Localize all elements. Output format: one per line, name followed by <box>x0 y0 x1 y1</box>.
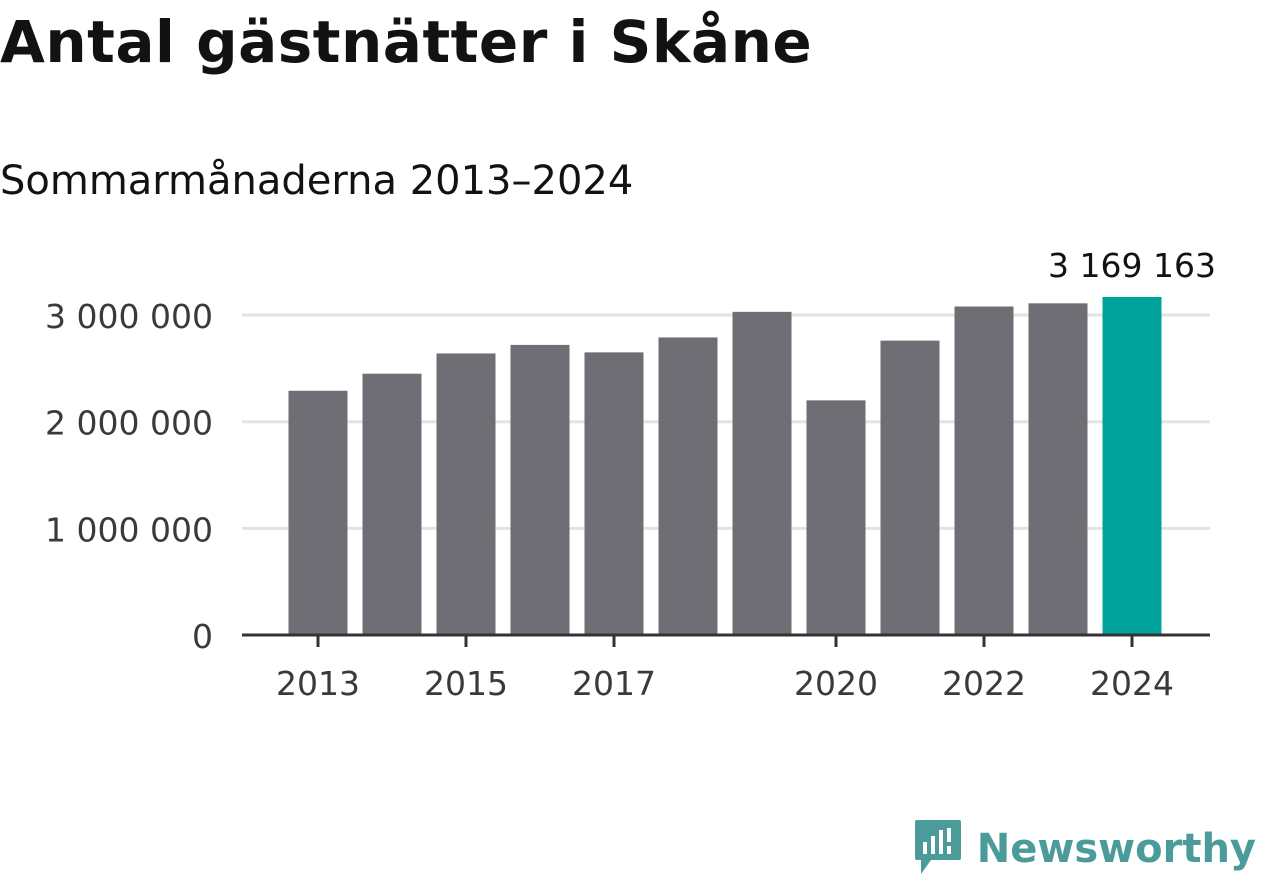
bar-2024 <box>1102 297 1162 635</box>
data-label-2024: 3 169 163 <box>1048 246 1216 285</box>
bar-2018 <box>658 337 718 635</box>
bar-2020 <box>806 400 866 635</box>
bar-2017 <box>584 352 644 635</box>
bar-2023 <box>1028 303 1088 635</box>
bar-2021 <box>880 340 940 635</box>
axis-layer <box>242 633 1210 647</box>
newsworthy-logo-icon <box>913 818 963 880</box>
x-tick-label: 2015 <box>424 664 508 703</box>
x-tick-label: 2022 <box>942 664 1026 703</box>
x-tick-label: 2020 <box>794 664 878 703</box>
bar-2013 <box>288 390 348 635</box>
y-tick-label: 3 000 000 <box>45 297 213 336</box>
chart-subtitle: Sommarmånaderna 2013–2024 <box>0 158 634 204</box>
x-tick-label: 2013 <box>276 664 360 703</box>
bar-2014 <box>362 373 422 635</box>
bar-layer <box>288 297 1162 635</box>
brand-logo: Newsworthy <box>913 818 1256 880</box>
x-tick-label: 2024 <box>1090 664 1174 703</box>
y-tick-label: 2 000 000 <box>45 404 213 443</box>
y-tick-label: 0 <box>192 617 213 656</box>
bar-2015 <box>436 353 496 635</box>
chart-title: Antal gästnätter i Skåne <box>0 8 813 76</box>
x-tick-label: 2017 <box>572 664 656 703</box>
y-tick-label: 1 000 000 <box>45 510 213 549</box>
label-layer: 0 1 000 000 2 000 000 3 000 000 2013 2015 2017… <box>45 246 1216 703</box>
bar-2016 <box>510 344 570 635</box>
bar-2019 <box>732 311 792 635</box>
bar-2022 <box>954 306 1014 635</box>
brand-name: Newsworthy <box>976 826 1256 872</box>
